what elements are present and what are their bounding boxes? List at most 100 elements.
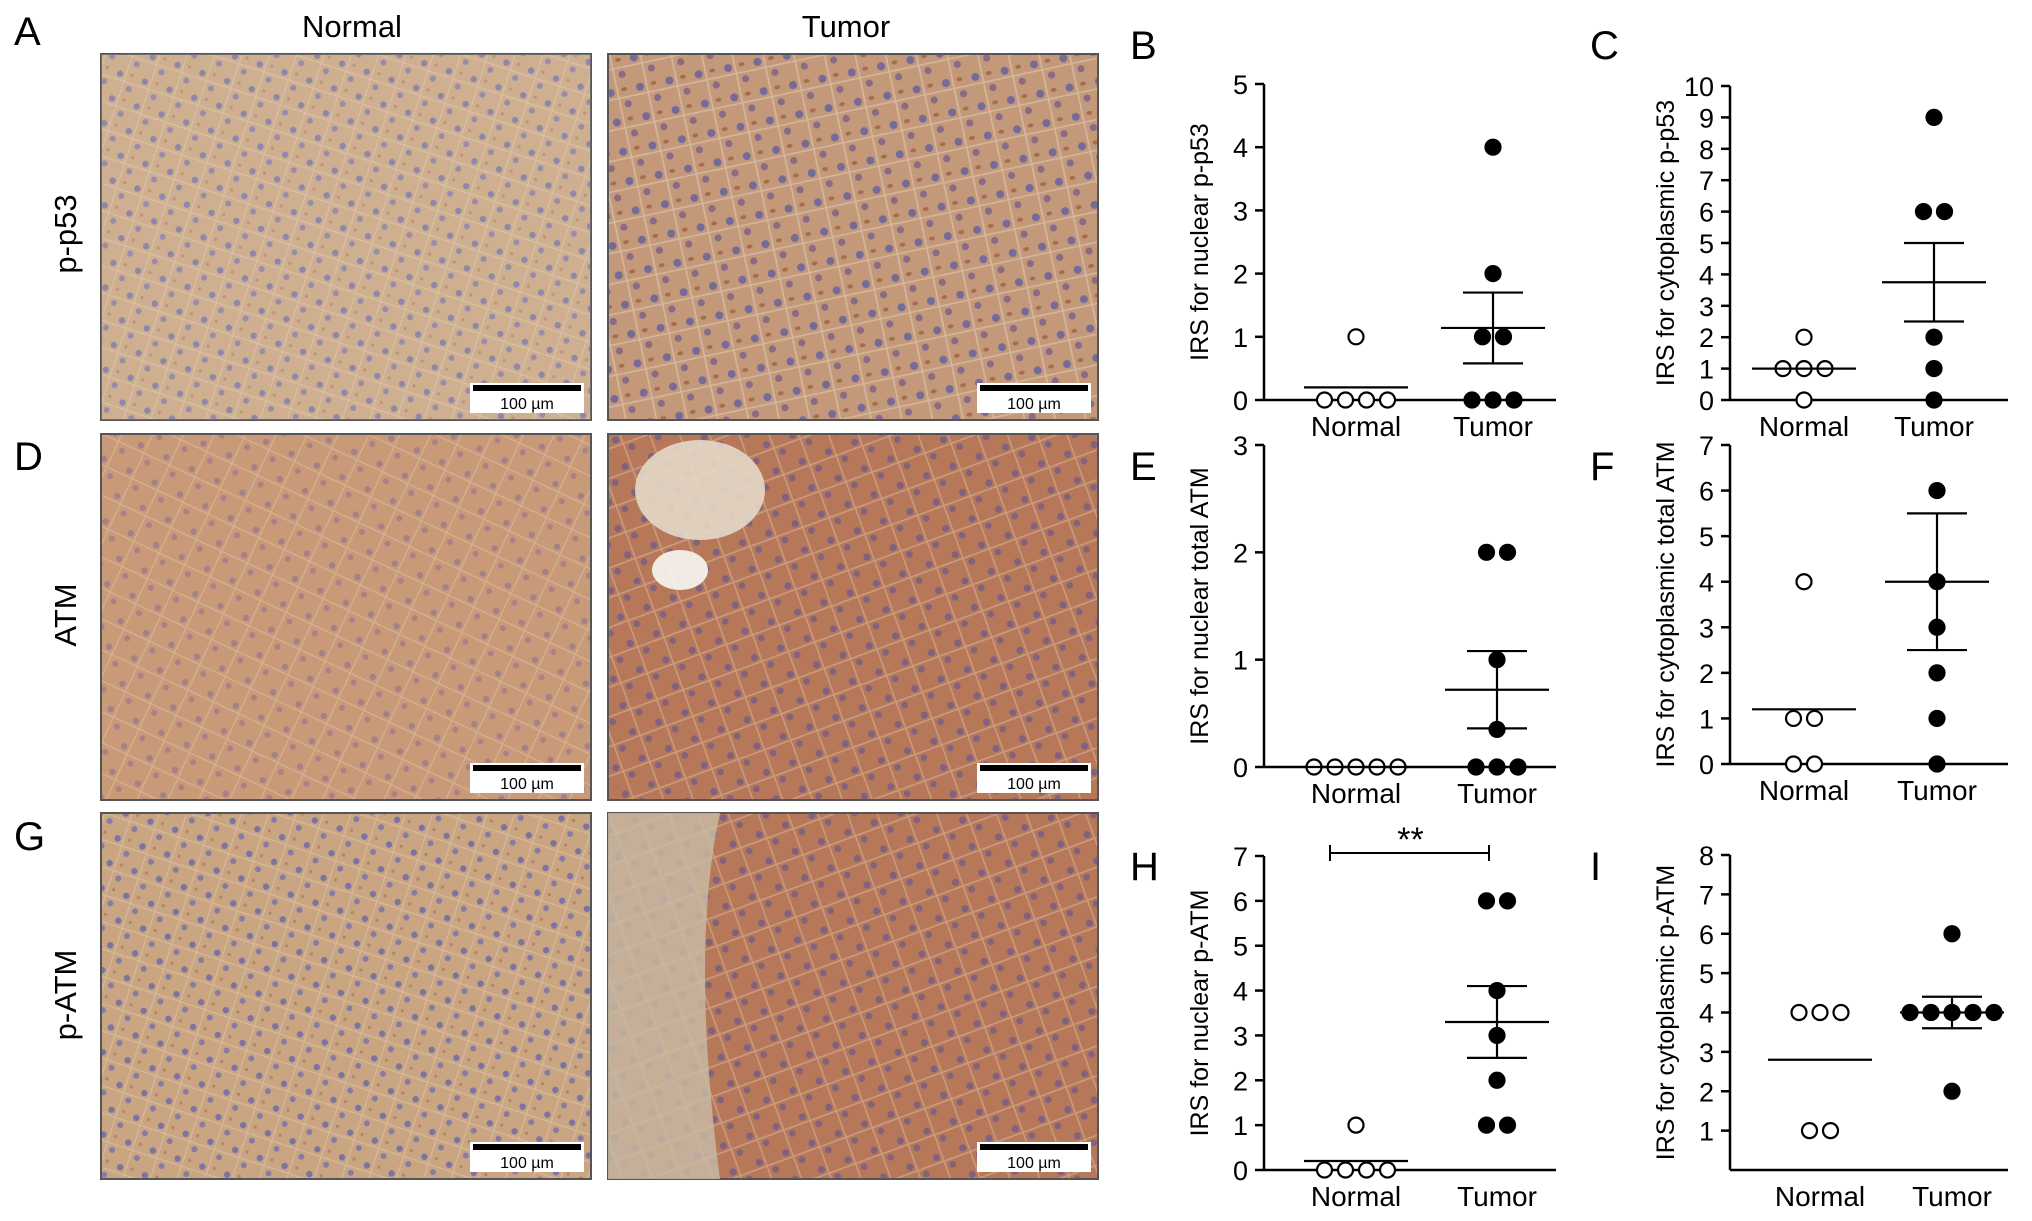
normal-data-point bbox=[1811, 1003, 1829, 1022]
y-tick-label: 5 bbox=[1699, 959, 1714, 989]
normal-data-point bbox=[1378, 391, 1397, 409]
tumor-data-point bbox=[1484, 265, 1502, 283]
y-axis-label: IRS for cytoplasmic p-p53 bbox=[1652, 100, 1680, 386]
x-category-label-tumor: Tumor bbox=[1894, 411, 1974, 442]
y-tick-label: 2 bbox=[1233, 1066, 1248, 1096]
panel-letter-g: G bbox=[14, 815, 45, 859]
y-tick-label: 6 bbox=[1233, 887, 1248, 917]
y-axis-label: IRS for nuclear p-ATM bbox=[1186, 890, 1214, 1137]
x-category-label-tumor: Tumor bbox=[1457, 1181, 1537, 1212]
x-category-label-normal: Normal bbox=[1311, 778, 1401, 809]
scale-bar-p-p53-normal: 100 µm bbox=[470, 383, 584, 413]
y-tick-label: 2 bbox=[1233, 260, 1248, 290]
scale-bar-atm-normal: 100 µm bbox=[470, 763, 584, 793]
tumor-data-point bbox=[1488, 1071, 1506, 1089]
y-tick-label: 3 bbox=[1233, 196, 1248, 226]
normal-data-point bbox=[1795, 573, 1813, 591]
normal-data-point bbox=[1378, 1161, 1397, 1179]
y-tick-label: 7 bbox=[1699, 166, 1714, 196]
y-tick-label: 2 bbox=[1233, 538, 1248, 568]
panel-letter-d: D bbox=[14, 435, 43, 479]
y-tick-label: 4 bbox=[1233, 133, 1248, 163]
y-tick-label: 2 bbox=[1699, 323, 1714, 353]
x-category-label-normal: Normal bbox=[1311, 411, 1401, 442]
y-tick-label: 0 bbox=[1699, 386, 1714, 416]
tumor-data-point bbox=[1925, 391, 1943, 409]
y-tick-label: 1 bbox=[1699, 704, 1714, 734]
svg-text:100 µm: 100 µm bbox=[1007, 396, 1061, 413]
y-tick-label: 6 bbox=[1699, 198, 1714, 228]
scatter-chart-h: 0 1 2 3 4 5 6 7 IRS for nuclear p-ATM Normal Tumor… bbox=[1186, 821, 1556, 1212]
y-tick-label: 3 bbox=[1233, 431, 1248, 461]
x-category-label-tumor: Tumor bbox=[1453, 411, 1533, 442]
column-header-tumor: Tumor bbox=[802, 9, 890, 44]
scatter-chart-i: 1 2 3 4 5 6 7 8 IRS for cytoplasmic p-ATM Normal T… bbox=[1652, 841, 2008, 1212]
tumor-data-point bbox=[1473, 328, 1492, 346]
svg-text:100 µm: 100 µm bbox=[500, 776, 554, 793]
normal-data-point bbox=[1347, 328, 1365, 346]
tumor-data-point bbox=[1943, 925, 1961, 943]
normal-data-point bbox=[1805, 709, 1824, 728]
x-category-label-normal: Normal bbox=[1775, 1181, 1865, 1212]
tumor-data-point bbox=[1925, 328, 1943, 346]
scatter-chart-b: 0 1 2 3 4 5 IRS for nuclear p-p53 Normal Tumor bbox=[1186, 70, 1556, 442]
scatter-chart-f: 0 1 2 3 4 5 6 7 IRS for cytoplasmic total ATM Nor… bbox=[1652, 431, 2008, 806]
row-label-p-p53: p-p53 bbox=[48, 194, 83, 273]
micrograph-p-p53-normal bbox=[100, 53, 592, 421]
y-tick-label: 3 bbox=[1699, 292, 1714, 322]
normal-data-point bbox=[1805, 755, 1824, 773]
panel-letter-c: C bbox=[1590, 24, 1619, 68]
significance-stars: ** bbox=[1397, 821, 1423, 859]
y-tick-label: 3 bbox=[1699, 613, 1714, 643]
panel-letter-a: A bbox=[14, 10, 41, 54]
scale-bar-p-p53-tumor: 100 µm bbox=[977, 383, 1091, 413]
normal-data-point bbox=[1347, 1116, 1365, 1134]
y-tick-label: 7 bbox=[1699, 431, 1714, 461]
tumor-data-point bbox=[1505, 391, 1523, 409]
normal-data-point bbox=[1832, 1003, 1850, 1022]
x-category-label-normal: Normal bbox=[1759, 775, 1849, 806]
y-tick-label: 8 bbox=[1699, 135, 1714, 165]
y-tick-label: 10 bbox=[1684, 72, 1714, 102]
x-category-label-normal: Normal bbox=[1311, 1181, 1401, 1212]
x-category-label-tumor: Tumor bbox=[1912, 1181, 1992, 1212]
scale-bar-p-atm-tumor: 100 µm bbox=[977, 1142, 1091, 1172]
y-tick-label: 7 bbox=[1699, 880, 1714, 910]
y-tick-label: 0 bbox=[1233, 753, 1248, 783]
y-tick-label: 1 bbox=[1233, 1111, 1248, 1141]
y-tick-label: 4 bbox=[1699, 568, 1714, 598]
normal-data-point bbox=[1784, 755, 1803, 773]
y-tick-label: 3 bbox=[1699, 1038, 1714, 1068]
column-header-normal: Normal bbox=[302, 9, 402, 44]
tumor-data-point bbox=[1925, 360, 1943, 378]
tumor-data-point bbox=[1498, 1116, 1517, 1134]
normal-data-point bbox=[1336, 1161, 1355, 1179]
y-tick-label: 1 bbox=[1699, 1117, 1714, 1147]
panel-letter-e: E bbox=[1130, 445, 1157, 489]
tumor-data-point bbox=[1484, 138, 1502, 156]
tumor-data-point bbox=[1928, 664, 1946, 682]
y-tick-label: 1 bbox=[1233, 323, 1248, 353]
scale-bar-atm-tumor: 100 µm bbox=[977, 763, 1091, 793]
svg-text:100 µm: 100 µm bbox=[500, 396, 554, 413]
y-axis-label: IRS for cytoplasmic total ATM bbox=[1652, 441, 1680, 767]
y-tick-label: 2 bbox=[1699, 1077, 1714, 1107]
y-tick-label: 2 bbox=[1699, 659, 1714, 689]
tumor-data-point bbox=[1494, 328, 1513, 346]
tumor-data-point bbox=[1935, 203, 1954, 221]
panel-letter-h: H bbox=[1130, 845, 1159, 889]
tumor-data-point bbox=[1943, 1082, 1961, 1100]
micrograph-p-atm-normal bbox=[100, 812, 592, 1180]
normal-data-point bbox=[1315, 391, 1334, 409]
panel-letter-i: I bbox=[1590, 845, 1601, 889]
normal-data-point bbox=[1821, 1122, 1840, 1140]
normal-data-point bbox=[1800, 1122, 1819, 1140]
y-tick-label: 3 bbox=[1233, 1021, 1248, 1051]
y-tick-label: 5 bbox=[1699, 522, 1714, 552]
x-category-label-tumor: Tumor bbox=[1457, 778, 1537, 809]
svg-text:100 µm: 100 µm bbox=[500, 1155, 554, 1172]
tumor-data-point bbox=[1509, 758, 1527, 776]
micrograph-atm-tumor bbox=[607, 433, 1099, 801]
